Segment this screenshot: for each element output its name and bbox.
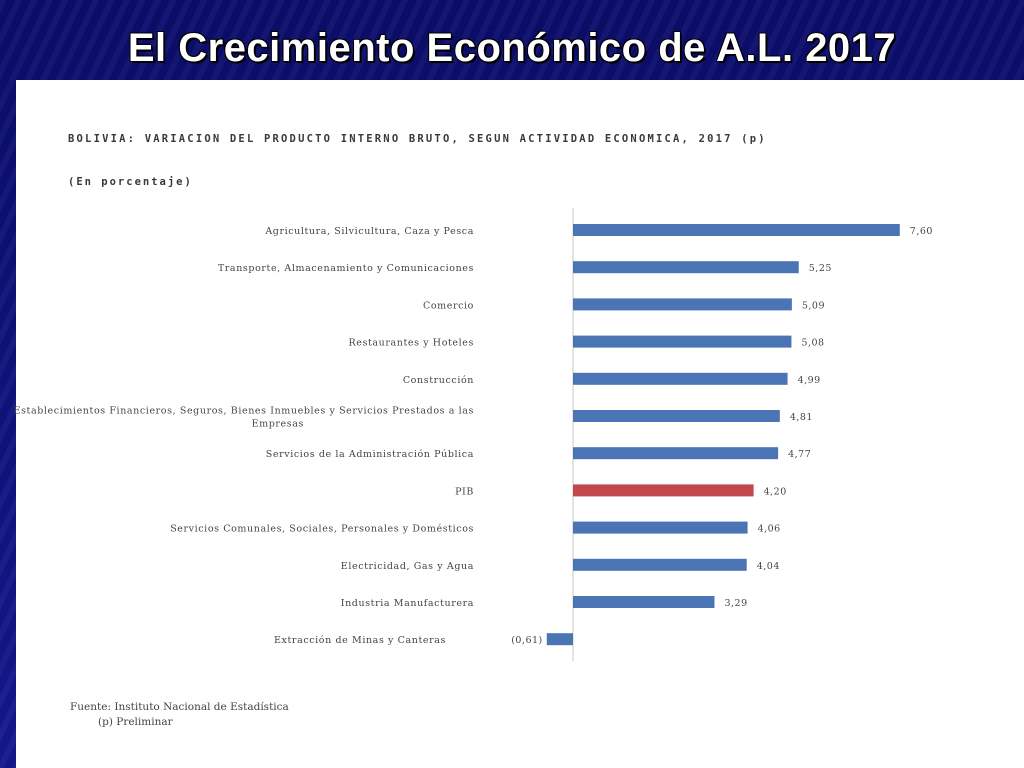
data-label: 4,77	[788, 449, 811, 460]
bar	[573, 596, 715, 608]
category-label: Restaurantes y Hoteles	[349, 338, 474, 349]
data-label: 5,08	[801, 338, 824, 349]
category-label: Industria Manufacturera	[341, 598, 474, 609]
category-label: Extracción de Minas y Canteras	[274, 635, 446, 646]
category-label: Electricidad, Gas y Agua	[341, 561, 474, 572]
category-label: Servicios de la Administración Pública	[266, 449, 474, 460]
data-label: (0,61)	[511, 635, 543, 646]
data-label: 7,60	[910, 226, 933, 237]
category-label: Construcción	[403, 375, 474, 386]
chart-unit-label: (En porcentaje)	[68, 176, 193, 188]
data-label: 5,09	[802, 300, 825, 311]
chart-panel	[16, 80, 1024, 768]
category-label: Agricultura, Silvicultura, Caza y Pesca	[264, 226, 474, 237]
data-label: 4,81	[790, 412, 813, 423]
category-label: Establecimientos Financieros, Seguros, B…	[14, 406, 474, 430]
chart-source: Fuente: Instituto Nacional de Estadístic…	[70, 700, 289, 730]
bar	[546, 633, 573, 646]
category-label: Transporte, Almacenamiento y Comunicacio…	[218, 263, 474, 274]
bar	[573, 224, 900, 236]
slide-title: El Crecimiento Económico de A.L. 2017	[127, 26, 897, 70]
bar	[573, 521, 748, 534]
data-label: 5,25	[809, 263, 832, 274]
bar	[573, 447, 779, 460]
category-label: Comercio	[423, 300, 474, 311]
bar-pib	[573, 484, 754, 497]
data-label: 4,04	[757, 561, 780, 572]
data-label: 4,99	[798, 375, 821, 386]
data-label: 3,29	[724, 598, 747, 609]
bar	[573, 410, 780, 422]
data-label: 4,06	[758, 524, 781, 535]
data-label: 4,20	[764, 486, 787, 497]
category-label: Servicios Comunales, Sociales, Personale…	[170, 524, 474, 535]
category-label: PIB	[455, 486, 474, 497]
source-line: Fuente: Instituto Nacional de Estadístic…	[70, 701, 289, 713]
bar	[573, 335, 792, 348]
chart-title: BOLIVIA: VARIACION DEL PRODUCTO INTERNO …	[68, 133, 767, 145]
bar	[573, 558, 747, 571]
preliminary-note: (p) Preliminar	[98, 716, 173, 728]
bar	[573, 261, 799, 274]
bar	[573, 372, 788, 385]
bar	[573, 298, 792, 311]
